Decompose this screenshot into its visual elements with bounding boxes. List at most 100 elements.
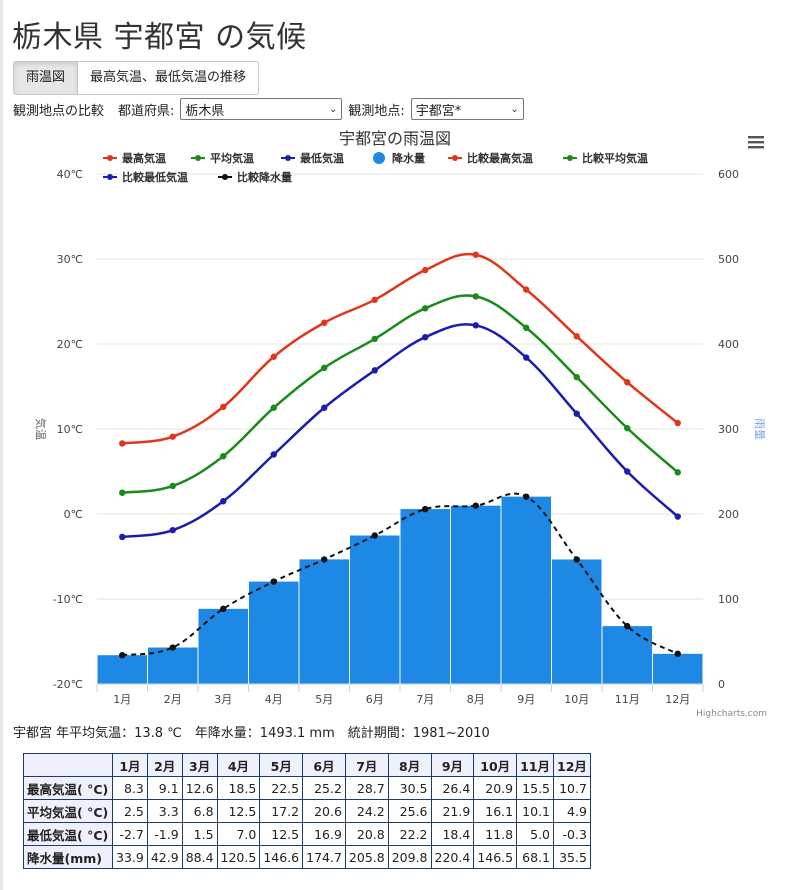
table-cell: 7.0 [216, 822, 261, 846]
tab-rain-temp-chart[interactable]: 雨温図 [13, 61, 79, 95]
legend-item[interactable]: 最高気温 [122, 151, 166, 165]
table-month-header: 11月 [516, 753, 555, 777]
table-cell: -0.3 [553, 822, 591, 846]
table-cell: -2.7 [112, 822, 148, 846]
avg-temp-point [624, 424, 631, 432]
precip-bar [400, 509, 450, 684]
legend-marker [222, 174, 228, 180]
min-temp-point [119, 533, 126, 541]
summary-line: 宇都宮 年平均気温：13.8 ℃ 年降水量：1493.1 mm 統計期間：198… [13, 722, 490, 741]
table-cell: 5.0 [516, 822, 555, 846]
legend-item[interactable]: 比較最低気温 [122, 170, 188, 184]
table-month-header: 1月 [112, 753, 148, 777]
compare-precip-point [573, 556, 580, 563]
station-select-value: 宇都宮* [415, 103, 462, 119]
y-right-tick-label: 400 [718, 338, 739, 351]
table-cell: 10.1 [516, 799, 555, 823]
legend-marker [452, 155, 458, 161]
min-temp-line [122, 323, 679, 539]
legend-marker [107, 155, 113, 161]
compare-label: 観測地点の比較 [13, 103, 105, 119]
max-temp-point [321, 319, 328, 326]
precip-bar [299, 559, 349, 684]
max-temp-point [472, 251, 479, 258]
table-month-header: 7月 [344, 753, 389, 777]
prefecture-label: 都道府県: [118, 103, 175, 119]
precip-bar [148, 647, 198, 684]
legend-item[interactable]: 最低気温 [300, 151, 344, 165]
table-cell: 2.5 [112, 799, 148, 823]
min-temp-point [573, 410, 580, 417]
min-temp-point [422, 334, 429, 341]
table-cell: 15.5 [516, 776, 555, 800]
max-temp-point [169, 433, 176, 440]
min-temp-point [270, 451, 277, 458]
legend-item[interactable]: 比較最高気温 [467, 151, 533, 165]
avg-temp-point [371, 335, 378, 343]
legend-item[interactable]: 降水量 [392, 151, 425, 165]
table-cell: 9.1 [146, 776, 183, 800]
avg-temp-point [523, 324, 530, 332]
table-row: 最低気温( °C) -2.7 -1.9 1.5 7.0 12.5 16.9 20.8 22.2 1… [23, 822, 591, 846]
prefecture-select[interactable]: 栃木県 ⌄ [180, 98, 343, 120]
max-temp-point [624, 379, 631, 386]
legend-item[interactable]: 平均気温 [210, 151, 254, 165]
avg-temp-point [270, 404, 277, 411]
table-cell: 12.5 [216, 799, 261, 823]
y-left-tick-label: 10℃ [57, 423, 83, 436]
x-tick-label: 5月 [315, 693, 333, 706]
precip-bar [97, 655, 147, 684]
table-header-row: 1月 2月 3月 4月 5月 6月 7月 8月 9月 10月 11月 12月 [23, 753, 591, 777]
table-cell: 16.1 [473, 799, 518, 823]
table-cell: 11.8 [473, 822, 518, 846]
compare-precip-point [119, 651, 126, 659]
table-row: 平均気温( °C) 2.5 3.3 6.8 12.5 17.2 20.6 24.2 25.6 21… [23, 799, 591, 823]
rain-temp-chart: 宇都宮の雨温図 -20℃ -10℃ 0℃ 10℃ 20℃ 30℃ 40℃ 0 100 200 300 4… [0, 124, 789, 724]
x-tick-label: 10月 [564, 693, 589, 706]
chart-title: 宇都宮の雨温図 [339, 129, 451, 148]
table-month-header: 3月 [181, 753, 218, 777]
table-cell: 4.9 [553, 799, 591, 823]
hamburger-menu-icon[interactable] [748, 136, 764, 149]
compare-precip-point [674, 650, 681, 658]
x-tick-label: 9月 [517, 693, 535, 706]
max-temp-point [523, 286, 530, 293]
table-cell: 22.5 [259, 776, 304, 800]
compare-precip-point [472, 502, 479, 509]
min-temp-point [472, 322, 479, 329]
table-cell: 120.5 [216, 845, 261, 869]
menu-bar [748, 136, 764, 139]
table-month-header: 4月 [216, 753, 261, 777]
chevron-down-icon: ⌄ [329, 103, 338, 115]
legend-marker [285, 155, 291, 161]
compare-precip-point [422, 505, 429, 513]
table-cell: 6.8 [181, 799, 218, 823]
x-tick-label: 7月 [416, 693, 434, 706]
legend-item[interactable]: 比較平均気温 [582, 151, 648, 165]
comparison-controls: 観測地点の比較 都道府県: 栃木県 ⌄ 観測地点: 宇都宮* ⌄ [13, 96, 524, 122]
station-select[interactable]: 宇都宮* ⌄ [410, 98, 524, 120]
table-cell: 3.3 [146, 799, 183, 823]
table-cell: 21.9 [430, 799, 475, 823]
station-label: 観測地点: [348, 103, 405, 119]
table-cell: 35.5 [553, 845, 591, 869]
y-right-tick-label: 300 [718, 423, 739, 436]
table-row: 降水量(mm) 33.9 42.9 88.4 120.5 146.6 174.7 205.8 2… [23, 845, 591, 869]
table-month-header: 12月 [553, 753, 591, 777]
page-title: 栃木県 宇都宮 の気候 [12, 20, 307, 55]
min-temp-point [321, 404, 328, 411]
table-cell: 16.9 [302, 822, 346, 846]
x-tick-label: 8月 [467, 693, 485, 706]
legend-marker [107, 174, 113, 180]
avg-temp-point [220, 453, 227, 460]
page-left-border [0, 0, 3, 890]
x-tick-label: 2月 [164, 693, 182, 706]
max-temp-line [122, 252, 679, 445]
table-month-header: 10月 [473, 753, 518, 777]
legend-item[interactable]: 比較降水量 [237, 170, 292, 184]
table-row: 最高気温( °C) 8.3 9.1 12.6 18.5 22.5 25.2 28.7 30.5 2… [23, 776, 591, 800]
table-cell: 30.5 [387, 776, 432, 800]
tab-max-min-trend[interactable]: 最高気温、最低気温の推移 [78, 61, 260, 95]
y-left-tick-label: 0℃ [64, 508, 83, 521]
y-right-tick-label: 600 [718, 168, 739, 181]
